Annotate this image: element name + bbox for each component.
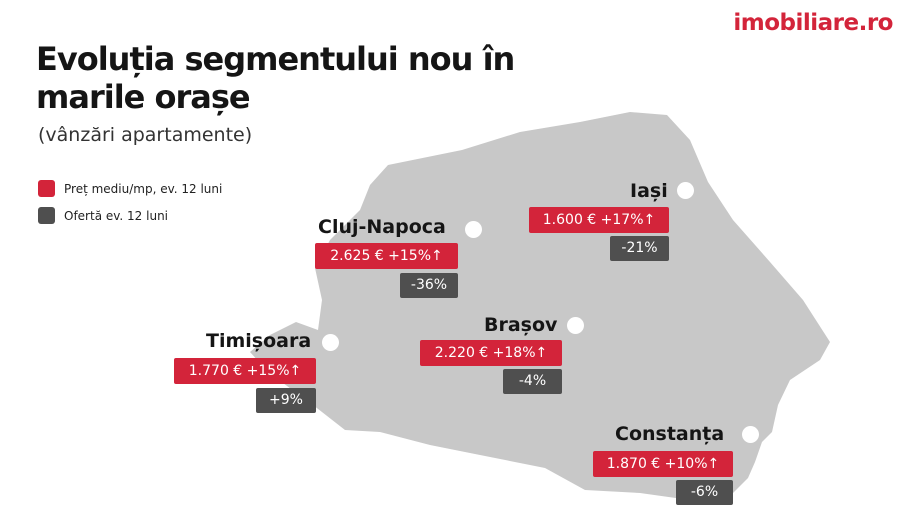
price-badge-brasov: 2.220 € +18%↑ [420,340,562,366]
offer-badge-constanta: -6% [676,480,733,505]
legend-item-price: Preț mediu/mp, ev. 12 luni [38,180,222,197]
imobiliare-logo[interactable]: imobiliare.ro [733,10,893,36]
legend-swatch-price [38,180,55,197]
offer-badge-timisoara: +9% [256,388,316,413]
city-name-iasi: Iași [630,180,668,202]
price-badge-constanta: 1.870 € +10%↑ [593,451,733,477]
city-name-constanta: Constanța [615,423,725,445]
page-title-line-1: Evoluția segmentului nou în [36,40,515,78]
city-marker-cluj-napoca [465,221,482,238]
page-title-line-2: marile orașe [36,78,251,116]
offer-badge-iasi: -21% [610,236,669,261]
city-marker-timisoara [322,334,339,351]
city-name-cluj-napoca: Cluj-Napoca [318,216,446,238]
legend-item-offer: Ofertă ev. 12 luni [38,207,222,224]
price-badge-iasi: 1.600 € +17%↑ [529,207,669,233]
city-name-timisoara: Timișoara [206,330,312,352]
price-badge-timisoara: 1.770 € +15%↑ [174,358,316,384]
city-marker-brasov [567,317,584,334]
legend-swatch-offer [38,207,55,224]
price-badge-cluj-napoca: 2.625 € +15%↑ [315,243,458,269]
legend: Preț mediu/mp, ev. 12 luni Ofertă ev. 12… [38,180,222,234]
city-marker-iasi [677,182,694,199]
romania-map-shape [250,112,830,500]
city-marker-constanta [742,426,759,443]
legend-label-price: Preț mediu/mp, ev. 12 luni [64,181,223,196]
offer-badge-cluj-napoca: -36% [400,273,458,298]
page-title: Evoluția segmentului nou în marile orașe [36,40,515,116]
legend-label-offer: Ofertă ev. 12 luni [64,208,169,223]
city-name-brasov: Brașov [484,314,558,336]
offer-badge-brasov: -4% [503,369,562,394]
page-subtitle: (vânzări apartamente) [38,124,253,146]
